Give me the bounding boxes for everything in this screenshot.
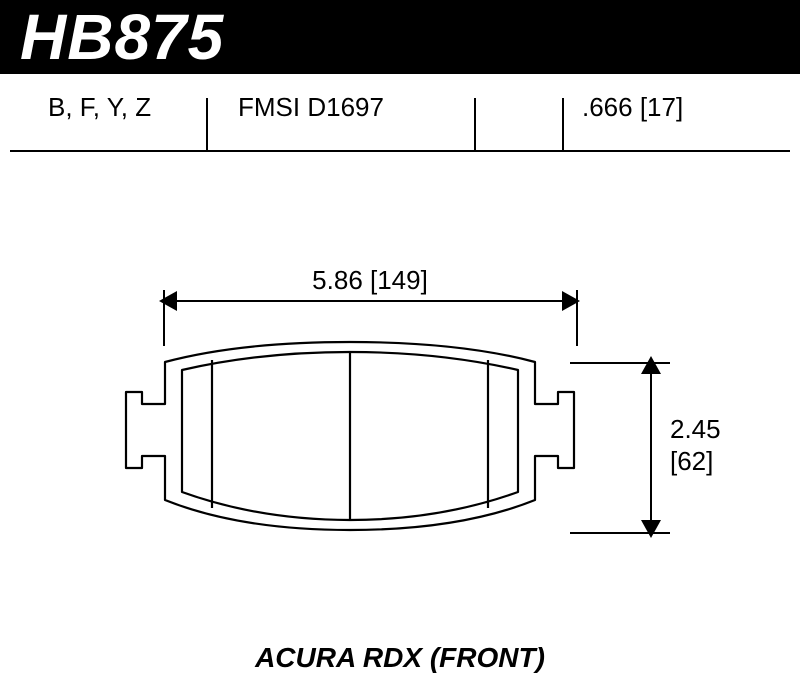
thickness-text: .666 [17]: [582, 92, 683, 122]
spec-underline: [10, 150, 790, 152]
compounds-text: B, F, Y, Z: [48, 92, 151, 122]
fmsi-text: FMSI D1697: [238, 92, 384, 122]
brake-pad-diagram: [120, 330, 580, 540]
spec-compounds: B, F, Y, Z: [48, 92, 151, 202]
spec-divider-3: [562, 98, 564, 150]
width-dim-line: [175, 300, 564, 302]
height-dim-line: [650, 372, 652, 522]
part-number: HB875: [20, 0, 224, 74]
height-arrow-down: [641, 520, 661, 538]
spec-divider-2: [474, 98, 476, 150]
application-label: ACURA RDX (FRONT): [0, 642, 800, 674]
spec-thickness: .666 [17]: [582, 92, 683, 202]
height-ext-bot: [570, 532, 670, 534]
height-arrow-up: [641, 356, 661, 374]
height-ext-top: [570, 362, 670, 364]
height-dim-label-1: 2.45: [670, 414, 721, 445]
header-bar: HB875: [0, 0, 800, 74]
width-dim-label: 5.86 [149]: [280, 265, 460, 296]
spec-divider-1: [206, 98, 208, 150]
spec-fmsi: FMSI D1697: [238, 92, 384, 202]
width-arrow-left: [159, 291, 177, 311]
height-dim-label-2: [62]: [670, 446, 713, 477]
